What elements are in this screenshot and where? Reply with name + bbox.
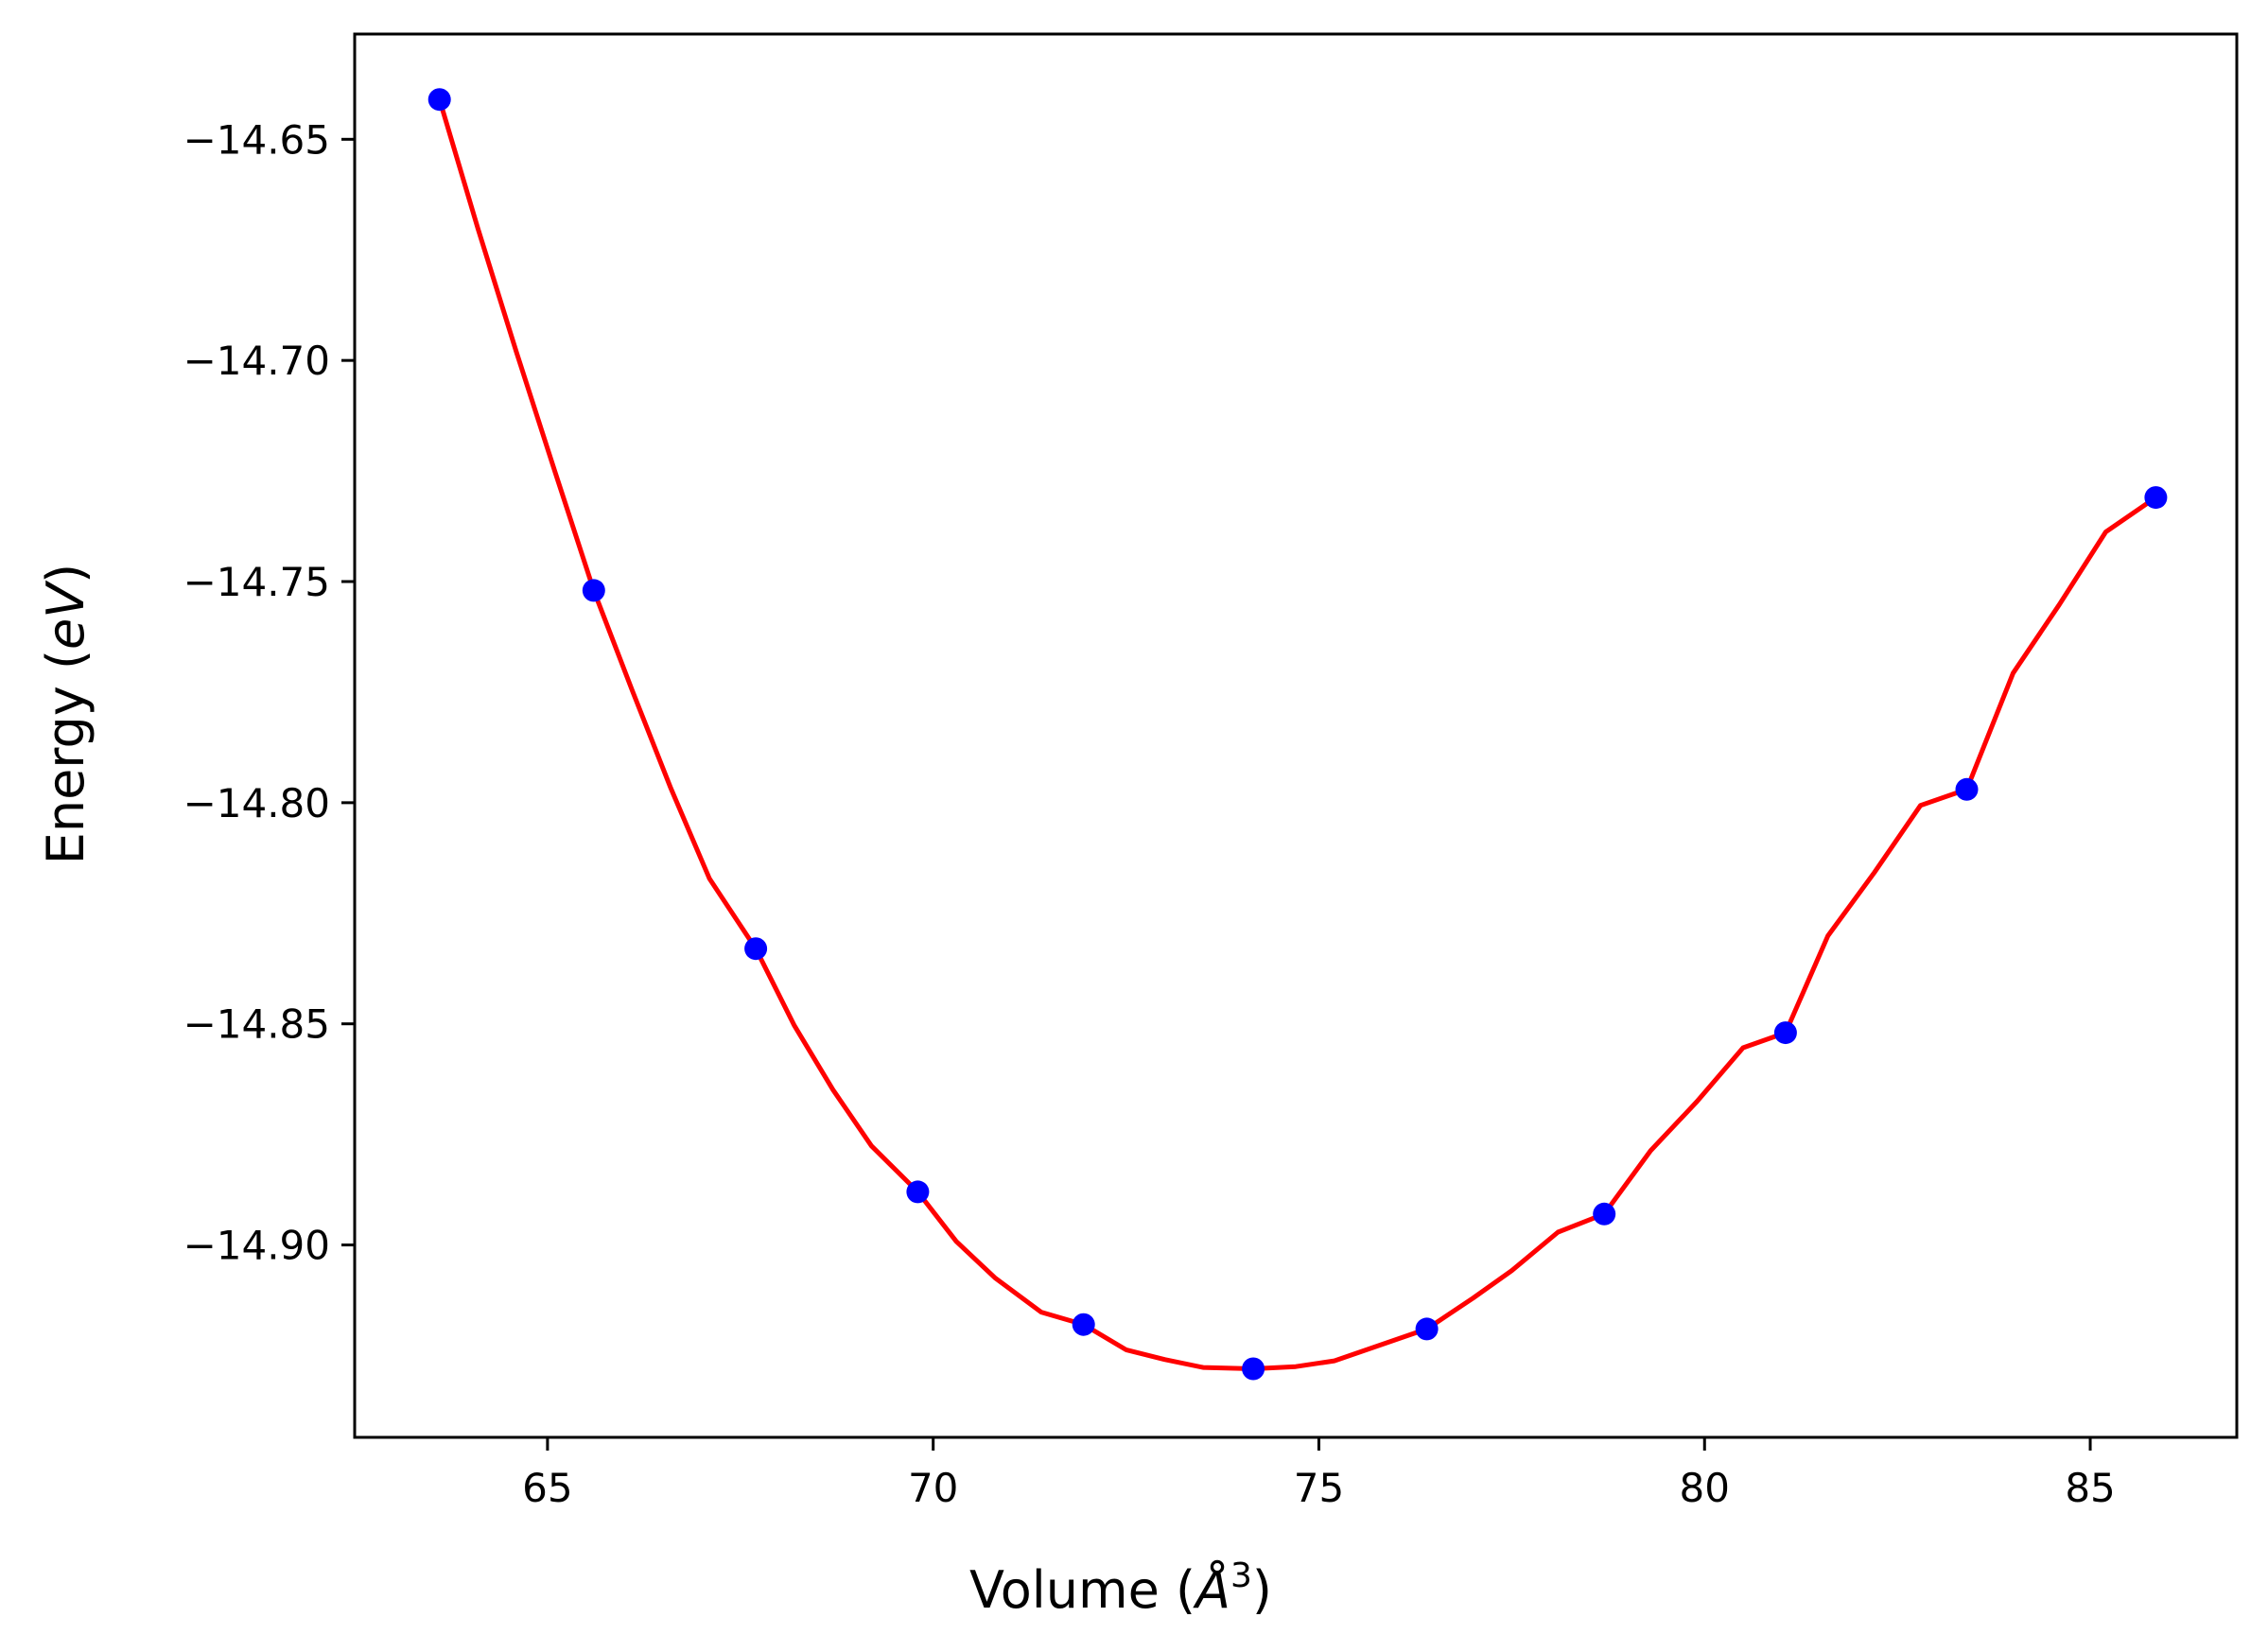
y-axis: −14.65 −14.70 −14.75 −14.80 −14.85 −14.90 bbox=[183, 116, 355, 1269]
y-tick-label: −14.80 bbox=[183, 780, 330, 826]
data-point bbox=[427, 88, 451, 112]
x-tick-label: 75 bbox=[1294, 1465, 1344, 1511]
x-tick-label: 65 bbox=[522, 1465, 572, 1511]
y-axis-title: Energy (eV) bbox=[36, 564, 96, 865]
x-axis-title-prefix: Volume ( bbox=[969, 1560, 1195, 1620]
y-axis-title-suffix: ) bbox=[36, 564, 96, 583]
x-axis-title-suffix: ) bbox=[1252, 1560, 1272, 1620]
data-point bbox=[1242, 1357, 1265, 1381]
y-tick-label: −14.70 bbox=[183, 338, 330, 384]
y-tick-label: −14.75 bbox=[183, 559, 330, 605]
y-tick-label: −14.90 bbox=[183, 1223, 330, 1269]
data-point bbox=[582, 579, 605, 602]
y-axis-title-prefix: Energy ( bbox=[36, 650, 96, 864]
x-tick-label: 70 bbox=[908, 1465, 958, 1511]
plot-area bbox=[427, 88, 2168, 1381]
x-axis-title-exponent: 3 bbox=[1230, 1556, 1252, 1595]
y-tick-label: −14.85 bbox=[183, 1001, 330, 1048]
data-point bbox=[1773, 1021, 1797, 1045]
axes-frame bbox=[353, 32, 2239, 1439]
data-point bbox=[1955, 777, 1979, 801]
data-point bbox=[1593, 1202, 1616, 1226]
y-tick-label: −14.65 bbox=[183, 116, 330, 163]
x-tick-label: 85 bbox=[2065, 1465, 2115, 1511]
x-tick-label: 80 bbox=[1680, 1465, 1730, 1511]
x-axis-title: Volume (Å3) bbox=[969, 1556, 1272, 1620]
data-point bbox=[744, 937, 768, 961]
y-axis-title-unit: eV bbox=[36, 580, 96, 650]
data-point bbox=[1072, 1313, 1095, 1336]
data-point bbox=[906, 1180, 930, 1204]
data-point bbox=[1415, 1317, 1439, 1341]
data-point bbox=[2144, 486, 2168, 510]
x-axis-title-symbol: Å bbox=[1193, 1559, 1230, 1620]
x-axis: 65 70 75 80 85 bbox=[522, 1437, 2116, 1511]
